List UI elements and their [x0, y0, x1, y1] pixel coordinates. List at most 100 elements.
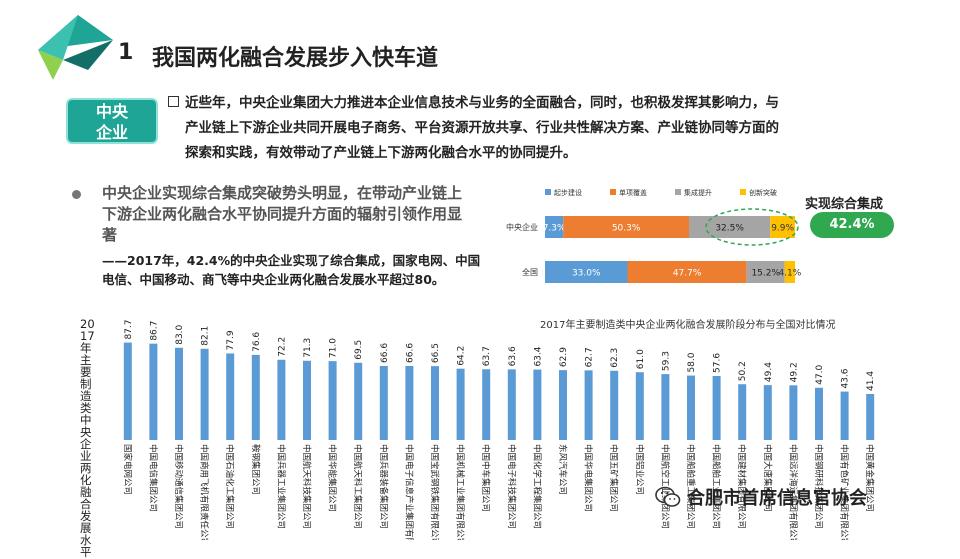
bar-value-label: 47.0 [815, 364, 825, 384]
legend-label: 单项覆盖 [619, 188, 647, 197]
stage-segment [689, 216, 771, 238]
bar-value-label: 41.4 [866, 371, 876, 391]
stage-category-label: 全国 [522, 267, 538, 277]
bar [559, 370, 567, 440]
bar-category-label: 中国兵器装备集团公司 [378, 444, 389, 529]
bar-value-label: 49.4 [764, 362, 774, 382]
bar-value-label: 43.6 [841, 368, 851, 388]
bar [200, 348, 209, 440]
stage-segment-label: 7.3% [543, 224, 566, 234]
bar [226, 353, 235, 440]
bar-value-label: 59.3 [661, 351, 671, 371]
watermark: 合肥市首席信息官协会 [655, 484, 867, 510]
bar-value-label: 82.1 [201, 326, 211, 346]
bar-category-label: 国家电网公司 [122, 444, 133, 495]
bar-category-label: 中国大唐集团公司 [762, 444, 773, 512]
bar [866, 394, 875, 440]
bar-category-label: 中国商用飞机有限责任公司 [199, 444, 210, 540]
circle-bullet-icon [72, 190, 81, 199]
bar-value-label: 77.9 [226, 330, 236, 350]
legend-swatch [545, 189, 551, 195]
bar [123, 342, 132, 440]
stage-segment-label: 4.1% [778, 269, 801, 279]
bar-category-label: 中国化学工程集团公司 [531, 444, 542, 529]
legend-label: 起步建设 [554, 188, 582, 197]
bar-value-label: 66.5 [431, 343, 441, 363]
bar-value-label: 64.2 [457, 346, 467, 366]
bar [610, 370, 619, 440]
bar-category-label: 中国机械工业集团有限公司 [455, 444, 466, 540]
bar-category-label: 中国移动通信集团公司 [173, 444, 184, 529]
callout-value-pill: 42.4% [810, 212, 894, 238]
bar [277, 359, 286, 440]
bar [584, 370, 593, 440]
wechat-icon [655, 486, 681, 507]
bar-value-label: 76.6 [252, 332, 262, 352]
bar-category-label: 中国建材集团有限公司 [736, 444, 747, 529]
bar-value-label: 66.6 [405, 343, 415, 363]
highlight-ellipse [705, 208, 799, 246]
stage-segment [627, 261, 747, 283]
bar-category-label: 中国中车集团公司 [480, 444, 491, 512]
bar [251, 354, 260, 440]
stage-segment-label: 33.0% [572, 269, 601, 279]
bar-category-label: 鞍钢集团公司 [250, 444, 261, 495]
watermark-text: 合肥市首席信息官协会 [687, 488, 867, 509]
bar-chart-ylabel: 2017年主要制造类中央企业两化融合发展水平 [80, 317, 95, 559]
bar-category-label: 中国电信集团公司 [147, 444, 158, 512]
bar [149, 343, 158, 440]
stage-segment [746, 261, 785, 283]
bar-value-label: 86.7 [149, 321, 159, 341]
bar [789, 385, 798, 440]
stage-segment [545, 261, 628, 283]
bar-category-label: 中国铝业公司 [634, 444, 645, 495]
legend-swatch [740, 189, 746, 195]
stage-segment [770, 216, 795, 238]
bar-value-label: 57.6 [713, 353, 723, 373]
bar-category-label: 中国华电集团公司 [583, 444, 594, 512]
corner-logo-icon [38, 15, 113, 80]
bar-category-label: 中国钢研科技集团公司 [813, 444, 824, 529]
bar-value-label: 83.0 [175, 324, 185, 344]
bar-value-label: 71.3 [303, 338, 313, 358]
bar-value-label: 63.6 [508, 346, 518, 366]
legend-label: 创新突破 [749, 188, 777, 197]
legend-label: 集成提升 [684, 188, 712, 197]
bar [482, 369, 491, 440]
bar [840, 391, 849, 440]
stage-category-label: 中央企业 [506, 222, 538, 232]
bar-value-label: 62.7 [585, 347, 595, 367]
bar-value-label: 69.5 [354, 340, 364, 360]
bar-value-label: 87.7 [124, 320, 134, 340]
callout-title: 实现综合集成 [805, 197, 884, 212]
stage-segment-label: 32.5% [715, 224, 744, 234]
stage-segment-label: 47.7% [673, 269, 702, 279]
bar-category-label: 中国航空工业集团公司 [659, 444, 670, 529]
bar [354, 362, 363, 440]
bar-value-label: 71.0 [329, 338, 339, 358]
bar-category-label: 中国船舶重工集团公司 [685, 444, 696, 529]
page-title: 我国两化融合发展步入快车道 [152, 46, 439, 71]
legend-swatch [610, 189, 616, 195]
stage-chart-caption: 2017年主要制造类中央企业两化融合发展阶段分布与全国对比情况 [540, 320, 836, 331]
bar-category-label: 中国电子科技集团公司 [506, 444, 517, 529]
intro-line-3: 探索和实践，有效带动了产业链上下游两化融合水平的协同提升。 [185, 145, 577, 161]
intro-line-1: 近些年，中央企业集团大力推进本企业信息技术与业务的全面融合，同时，也积极发挥其影… [185, 95, 779, 111]
badge-line-1: 中央 [95, 102, 128, 121]
bar-value-label: 63.4 [533, 346, 543, 366]
bar-category-label: 中国华能集团公司 [327, 444, 338, 512]
badge-line-2: 企业 [95, 123, 128, 142]
legend-swatch [675, 189, 681, 195]
bar-value-label: 63.7 [482, 346, 492, 366]
bar [379, 366, 388, 440]
bar-value-label: 62.3 [610, 348, 620, 368]
bar-category-label: 中国远洋海运集团有限公司 [787, 444, 798, 540]
bar-category-label: 中国有色矿业集团有限公司 [839, 444, 850, 540]
bar-value-label: 72.2 [277, 337, 287, 357]
intro-line-2: 产业链上下游企业共同开展电子商务、平台资源开放共享、行业共性解决方案、产业链协同… [185, 120, 779, 136]
bar-category-label: 中国航天科技集团公司 [301, 444, 312, 529]
bar [635, 372, 644, 440]
bar [661, 374, 670, 440]
bar-category-label: 中国船舶工业集团公司 [711, 444, 722, 529]
